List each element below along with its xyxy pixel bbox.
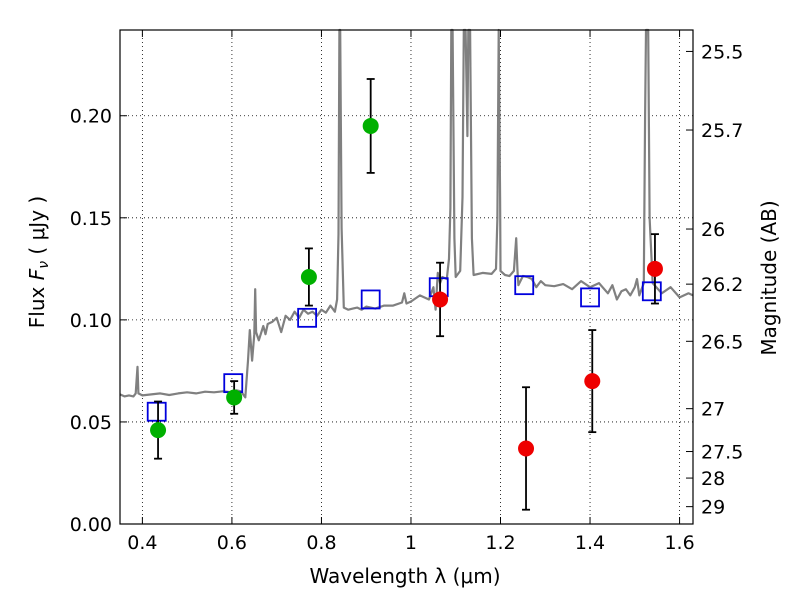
x-tick-label: 1.6	[664, 532, 694, 554]
right-tick-label: 25.5	[701, 41, 743, 63]
green-point	[150, 422, 167, 439]
red-point	[432, 291, 449, 308]
y-axis-label-right: Magnitude (AB)	[757, 200, 781, 355]
axis-ticks: 0.4 0.6 0.8 1 1.2 1.4 1.6 0.00 0.05 0.10 0.15 0.20 2…	[70, 30, 743, 554]
model-square-marker	[297, 307, 318, 328]
x-axis-label: Wavelength λ (μm)	[309, 564, 500, 588]
model-square-marker	[360, 289, 381, 310]
grid	[120, 30, 693, 525]
x-tick-label: 1.2	[485, 532, 515, 554]
right-tick-label: 28	[701, 468, 725, 490]
green-point	[226, 389, 243, 406]
model-square-marker	[641, 281, 662, 302]
red-point	[584, 373, 601, 390]
y-tick-label: 0.10	[70, 310, 112, 332]
x-tick-label: 1.4	[575, 532, 605, 554]
right-tick-label: 25.7	[701, 120, 743, 142]
right-tick-label: 26.2	[701, 274, 743, 296]
right-tick-label: 27.5	[701, 442, 743, 464]
y-tick-label: 0.20	[70, 106, 112, 128]
plot-frame	[119, 29, 694, 525]
data-points	[146, 78, 663, 511]
y-tick-label: 0.00	[70, 514, 112, 536]
x-tick-label: 0.4	[127, 532, 157, 554]
right-tick-label: 26.5	[701, 331, 743, 353]
x-tick-label: 0.8	[306, 532, 336, 554]
x-tick-label: 1	[405, 532, 417, 554]
right-tick-label: 27	[701, 399, 725, 421]
model-square-marker	[146, 401, 167, 422]
spectrum-series	[119, 28, 694, 399]
red-point	[646, 260, 663, 277]
right-tick-label: 26	[701, 219, 725, 241]
model-square-marker	[580, 287, 600, 308]
right-tick-label: 29	[701, 497, 725, 519]
green-point	[300, 269, 317, 285]
spectrum-line	[119, 28, 694, 399]
green-point	[362, 117, 379, 134]
y-axis-label-left: Flux Fν ( μJy )	[25, 196, 52, 328]
red-point	[518, 440, 535, 457]
model-square-marker	[514, 275, 535, 296]
y-tick-label: 0.05	[70, 412, 112, 434]
y-tick-label: 0.15	[70, 208, 112, 230]
x-tick-label: 0.6	[217, 532, 247, 554]
